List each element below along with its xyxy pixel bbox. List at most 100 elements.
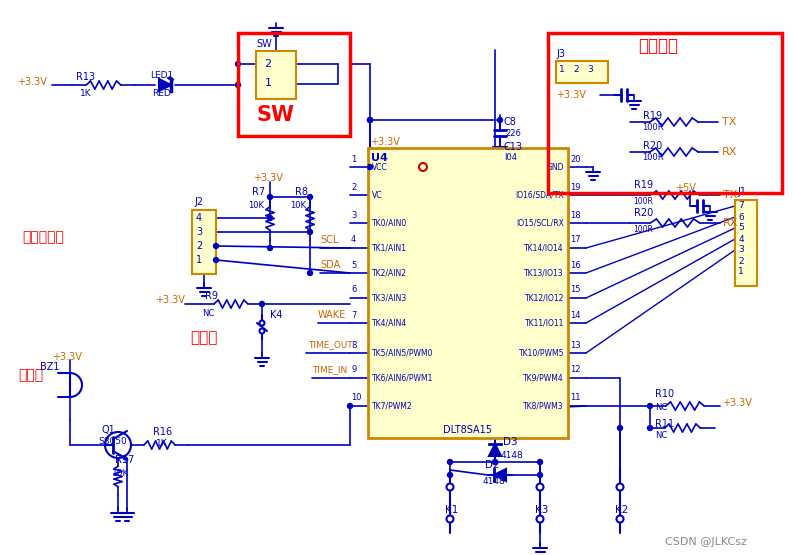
- Text: GND: GND: [546, 163, 564, 171]
- Text: C8: C8: [504, 117, 517, 127]
- Text: R16: R16: [153, 427, 172, 437]
- Circle shape: [260, 329, 264, 334]
- Circle shape: [537, 516, 544, 522]
- Bar: [556, 61, 608, 83]
- Circle shape: [268, 215, 272, 220]
- Text: RED: RED: [152, 89, 171, 98]
- Text: 10: 10: [351, 393, 361, 402]
- Text: R20: R20: [634, 208, 653, 218]
- Polygon shape: [159, 79, 171, 91]
- Circle shape: [492, 460, 498, 465]
- Text: 19: 19: [570, 183, 580, 191]
- Text: 烧录端口: 烧录端口: [638, 37, 678, 55]
- Text: 10K: 10K: [112, 468, 129, 477]
- Text: IO16/SDA/TX: IO16/SDA/TX: [515, 190, 564, 199]
- Text: 1: 1: [738, 268, 744, 276]
- Text: TK7/PWM2: TK7/PWM2: [372, 401, 413, 411]
- Text: +3.3V: +3.3V: [722, 398, 752, 408]
- Text: 4148: 4148: [501, 451, 524, 460]
- Text: +3.3V: +3.3V: [17, 77, 47, 87]
- Text: R19: R19: [643, 111, 662, 121]
- Text: 复位键: 复位键: [190, 330, 218, 346]
- Circle shape: [498, 118, 503, 123]
- Circle shape: [348, 403, 353, 408]
- Text: 16: 16: [570, 260, 580, 270]
- Text: NC: NC: [655, 403, 667, 412]
- Text: D3: D3: [503, 437, 518, 447]
- Text: 7: 7: [738, 201, 744, 210]
- Text: 14: 14: [570, 310, 580, 320]
- Text: R11: R11: [655, 419, 674, 429]
- Text: SW: SW: [256, 39, 272, 49]
- Text: J1: J1: [737, 187, 746, 197]
- Text: TK13/IO13: TK13/IO13: [524, 269, 564, 278]
- Text: TK4/AIN4: TK4/AIN4: [372, 319, 407, 327]
- Text: U4: U4: [371, 153, 388, 163]
- Text: 2: 2: [573, 65, 579, 74]
- Text: NC: NC: [202, 309, 214, 317]
- Text: DLT8SA15: DLT8SA15: [444, 425, 492, 435]
- Bar: [735, 200, 757, 286]
- Text: 3: 3: [738, 245, 744, 255]
- Text: 20: 20: [570, 154, 580, 164]
- Text: NC: NC: [655, 431, 667, 441]
- Text: TK3/AIN3: TK3/AIN3: [372, 294, 407, 302]
- Text: +3.3V: +3.3V: [155, 295, 185, 305]
- Text: D2: D2: [485, 460, 499, 470]
- Text: 2: 2: [196, 241, 202, 251]
- Text: TIME_OUT: TIME_OUT: [308, 341, 353, 350]
- Text: 17: 17: [570, 235, 580, 245]
- Circle shape: [236, 83, 241, 88]
- Text: SCL: SCL: [320, 235, 338, 245]
- Text: TX: TX: [722, 117, 736, 127]
- Text: R9: R9: [205, 291, 218, 301]
- Text: 4: 4: [351, 235, 357, 245]
- Text: +3.3V: +3.3V: [556, 90, 586, 100]
- Circle shape: [214, 258, 218, 263]
- Circle shape: [268, 245, 272, 250]
- Text: 10K: 10K: [248, 200, 264, 209]
- Text: 4: 4: [738, 235, 744, 244]
- Text: 11: 11: [570, 393, 580, 402]
- Bar: [192, 210, 216, 274]
- Circle shape: [618, 426, 622, 431]
- Text: 3: 3: [351, 210, 357, 219]
- Text: TK1/AIN1: TK1/AIN1: [372, 244, 407, 253]
- Text: 5: 5: [738, 224, 744, 233]
- Circle shape: [538, 460, 542, 465]
- Circle shape: [368, 164, 372, 169]
- Text: TK8/PWM3: TK8/PWM3: [523, 401, 564, 411]
- Text: VC: VC: [372, 190, 383, 199]
- Circle shape: [616, 516, 623, 522]
- Text: TK14/IO14: TK14/IO14: [524, 244, 564, 253]
- Polygon shape: [489, 444, 501, 456]
- Text: TK12/IO12: TK12/IO12: [525, 294, 564, 302]
- Polygon shape: [494, 469, 506, 481]
- Text: 2: 2: [738, 256, 744, 265]
- Text: 2: 2: [351, 183, 357, 191]
- Text: TK9/PWM4: TK9/PWM4: [523, 374, 564, 382]
- Text: 9: 9: [351, 366, 357, 375]
- Text: 100R: 100R: [642, 153, 664, 162]
- Text: J3: J3: [556, 49, 565, 59]
- Text: 100R: 100R: [633, 225, 653, 235]
- Circle shape: [268, 194, 272, 199]
- Bar: [238, 33, 350, 136]
- Text: TK5/AIN5/PWM0: TK5/AIN5/PWM0: [372, 349, 434, 357]
- Text: 5: 5: [351, 260, 357, 270]
- Text: 100R: 100R: [633, 198, 653, 206]
- Circle shape: [647, 426, 653, 431]
- Circle shape: [446, 483, 453, 491]
- Circle shape: [616, 483, 623, 491]
- Text: 1: 1: [264, 78, 272, 88]
- Text: 13: 13: [570, 341, 580, 350]
- Text: R20: R20: [643, 141, 662, 151]
- Text: Q1: Q1: [102, 425, 116, 435]
- Text: C13: C13: [504, 142, 523, 152]
- Text: SDA: SDA: [320, 260, 341, 270]
- Circle shape: [446, 516, 453, 522]
- Text: +5V: +5V: [675, 183, 696, 193]
- Text: TK2/AIN2: TK2/AIN2: [372, 269, 407, 278]
- Circle shape: [368, 118, 372, 123]
- Text: 15: 15: [570, 285, 580, 295]
